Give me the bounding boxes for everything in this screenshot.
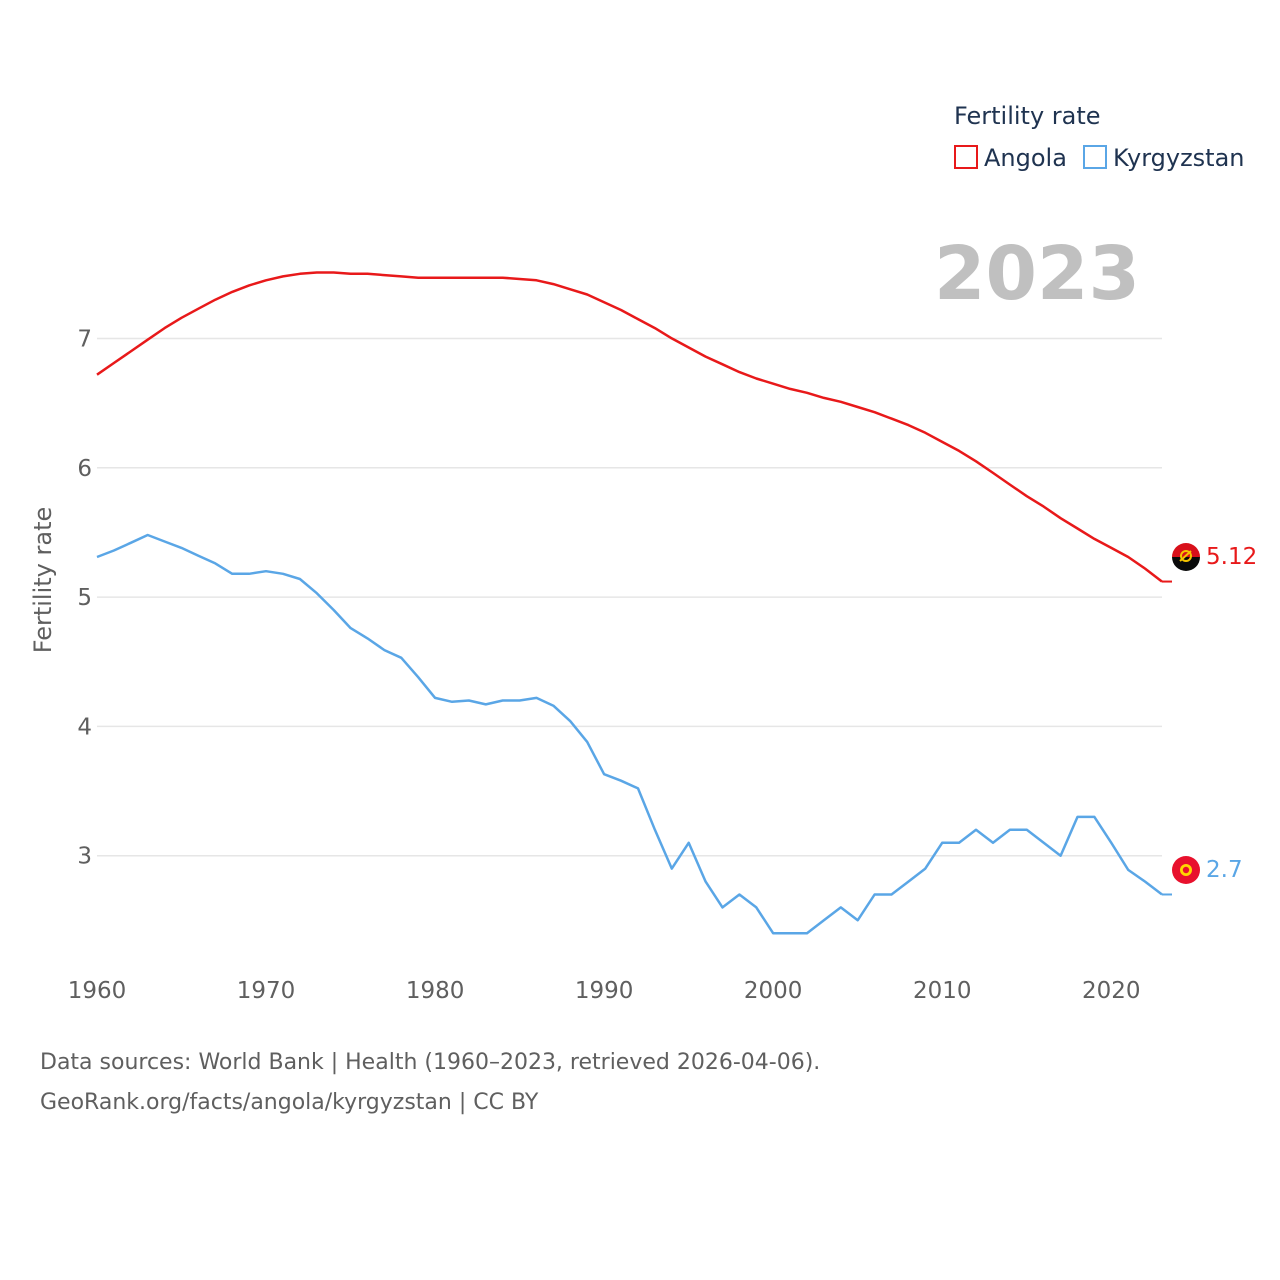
x-axis-ticks: 1960 1970 1980 1990 2000 2010 2020 [68,978,1141,1004]
legend-swatch-kyrgyzstan [1083,145,1107,169]
series-line-angola [96,271,1163,583]
year-label: 2023 [934,231,1140,317]
line-chart: 3 4 5 6 7 1960 1970 1980 1990 2000 2010 2020 Ferti… [29,102,1257,1004]
y-axis-ticks: 3 4 5 6 7 [77,326,92,869]
legend-item-kyrgyzstan: Kyrgyzstan [1113,144,1245,172]
legend-title: Fertility rate [954,102,1101,130]
angola-flag-icon [1172,543,1200,571]
legend-swatch-angola [954,145,978,169]
y-tick-label: 4 [77,714,92,740]
legend: Fertility rate Angola Kyrgyzstan [954,102,1245,172]
x-tick-label: 2020 [1082,978,1141,1004]
kyrgyzstan-flag-icon [1172,856,1200,884]
x-tick-label: 2000 [744,978,803,1004]
y-axis-label: Fertility rate [29,507,57,654]
y-tick-label: 3 [77,844,92,870]
y-tick-label: 5 [77,585,92,611]
x-tick-label: 1960 [68,978,127,1004]
x-tick-label: 1990 [575,978,634,1004]
angola-end-value: 5.12 [1206,544,1257,570]
series-lines [96,271,1172,935]
x-tick-label: 2010 [913,978,972,1004]
gridlines [97,337,1162,857]
series-line-kyrgyzstan [96,533,1163,935]
legend-item-angola: Angola [984,144,1067,172]
source-line: Data sources: World Bank | Health (1960–… [40,1050,821,1075]
license-line: GeoRank.org/facts/angola/kyrgyzstan | CC… [40,1090,539,1115]
x-tick-label: 1980 [406,978,465,1004]
data-source-footer: Data sources: World Bank | Health (1960–… [40,1043,820,1123]
kyrgyzstan-end-value: 2.7 [1206,857,1243,883]
y-tick-label: 7 [77,326,92,352]
y-tick-label: 6 [77,456,92,482]
x-tick-label: 1970 [237,978,296,1004]
